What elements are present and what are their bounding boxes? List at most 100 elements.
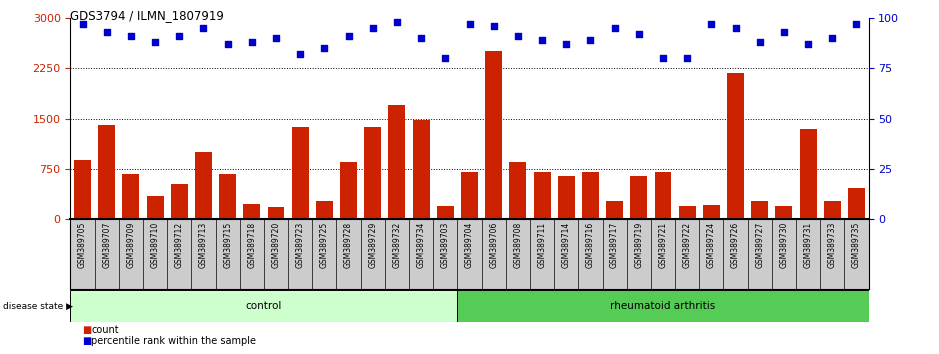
- Point: [365, 25, 380, 31]
- Bar: [292, 127, 309, 219]
- Bar: [848, 188, 865, 219]
- Text: GSM389719: GSM389719: [635, 222, 643, 268]
- Text: GSM389718: GSM389718: [247, 222, 256, 268]
- Text: GSM389732: GSM389732: [393, 222, 402, 268]
- Text: GSM389735: GSM389735: [852, 222, 861, 268]
- Bar: [268, 207, 285, 219]
- Bar: [364, 127, 381, 219]
- Bar: [412, 120, 430, 219]
- Bar: [122, 174, 139, 219]
- Bar: [630, 176, 647, 219]
- Bar: [219, 174, 236, 219]
- Point: [341, 33, 356, 39]
- Point: [486, 23, 501, 29]
- Text: GSM389724: GSM389724: [707, 222, 716, 268]
- Text: GSM389704: GSM389704: [465, 222, 474, 268]
- Bar: [751, 201, 768, 219]
- Text: rheumatoid arthritis: rheumatoid arthritis: [610, 301, 716, 311]
- Text: count: count: [91, 325, 118, 335]
- Point: [438, 55, 453, 61]
- Bar: [70, 290, 457, 322]
- Bar: [582, 172, 599, 219]
- Bar: [510, 162, 527, 219]
- Point: [269, 35, 284, 41]
- Bar: [679, 206, 696, 219]
- Point: [390, 19, 405, 24]
- Point: [100, 29, 115, 35]
- Point: [824, 35, 839, 41]
- Bar: [800, 129, 817, 219]
- Point: [147, 39, 162, 45]
- Bar: [533, 172, 550, 219]
- Text: percentile rank within the sample: percentile rank within the sample: [91, 336, 256, 346]
- Point: [220, 41, 235, 47]
- Bar: [243, 204, 260, 219]
- Text: GSM389731: GSM389731: [804, 222, 812, 268]
- Point: [316, 45, 331, 51]
- Point: [801, 41, 816, 47]
- Point: [752, 39, 767, 45]
- Bar: [824, 201, 840, 219]
- Text: GSM389717: GSM389717: [610, 222, 619, 268]
- Text: GSM389707: GSM389707: [102, 222, 111, 268]
- Text: GSM389725: GSM389725: [320, 222, 329, 268]
- Bar: [74, 160, 91, 219]
- Text: GSM389711: GSM389711: [537, 222, 546, 268]
- Bar: [727, 73, 744, 219]
- Text: ■: ■: [82, 325, 91, 335]
- Point: [244, 39, 259, 45]
- Bar: [316, 201, 332, 219]
- Text: ■: ■: [82, 336, 91, 346]
- Bar: [171, 184, 188, 219]
- Bar: [146, 196, 163, 219]
- Text: GSM389713: GSM389713: [199, 222, 208, 268]
- Point: [172, 33, 187, 39]
- Bar: [340, 162, 357, 219]
- Text: GDS3794 / ILMN_1807919: GDS3794 / ILMN_1807919: [70, 9, 224, 22]
- Point: [631, 31, 646, 37]
- Bar: [195, 152, 212, 219]
- Text: GSM389712: GSM389712: [175, 222, 184, 268]
- Bar: [776, 206, 793, 219]
- Point: [777, 29, 792, 35]
- Text: GSM389722: GSM389722: [683, 222, 692, 268]
- Text: GSM389715: GSM389715: [223, 222, 232, 268]
- Bar: [654, 172, 671, 219]
- Point: [293, 51, 308, 57]
- Text: GSM389727: GSM389727: [755, 222, 764, 268]
- Bar: [558, 176, 575, 219]
- Point: [123, 33, 138, 39]
- Text: GSM389716: GSM389716: [586, 222, 595, 268]
- Text: disease state ▶: disease state ▶: [3, 302, 73, 311]
- Text: GSM389729: GSM389729: [368, 222, 377, 268]
- Point: [704, 21, 719, 27]
- Text: GSM389709: GSM389709: [127, 222, 135, 268]
- Text: GSM389703: GSM389703: [440, 222, 450, 268]
- Bar: [389, 105, 406, 219]
- Text: GSM389710: GSM389710: [150, 222, 160, 268]
- Bar: [457, 290, 869, 322]
- Text: GSM389726: GSM389726: [731, 222, 740, 268]
- Point: [680, 55, 695, 61]
- Bar: [461, 172, 478, 219]
- Bar: [607, 201, 623, 219]
- Point: [196, 25, 211, 31]
- Text: GSM389714: GSM389714: [562, 222, 571, 268]
- Bar: [99, 125, 115, 219]
- Point: [849, 21, 864, 27]
- Text: GSM389708: GSM389708: [514, 222, 522, 268]
- Text: GSM389728: GSM389728: [344, 222, 353, 268]
- Point: [511, 33, 526, 39]
- Point: [534, 37, 549, 43]
- Text: GSM389730: GSM389730: [779, 222, 789, 268]
- Point: [728, 25, 743, 31]
- Text: GSM389706: GSM389706: [489, 222, 499, 268]
- Bar: [703, 205, 720, 219]
- Text: GSM389721: GSM389721: [658, 222, 668, 268]
- Text: GSM389733: GSM389733: [828, 222, 837, 268]
- Point: [583, 37, 598, 43]
- Point: [75, 21, 90, 27]
- Text: control: control: [246, 301, 282, 311]
- Point: [413, 35, 428, 41]
- Point: [462, 21, 477, 27]
